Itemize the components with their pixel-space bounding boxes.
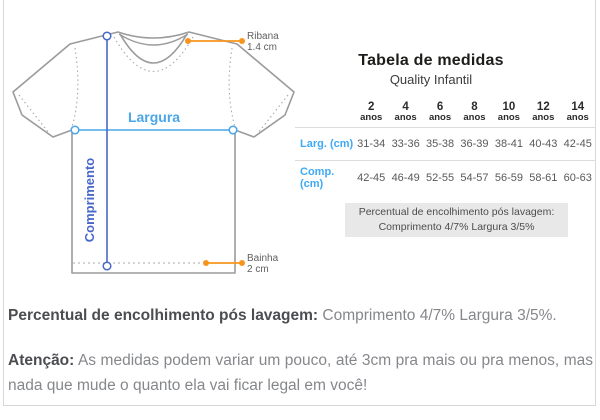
- size-number: 14: [571, 101, 585, 113]
- size-chart-subtitle: Quality Infantil: [389, 72, 473, 87]
- table-cell: 58-61: [529, 171, 558, 184]
- ribana-value: 1.4 cm: [247, 42, 277, 53]
- table-cell: 56-59: [494, 171, 523, 184]
- ribana-dot-left: [185, 38, 191, 44]
- size-unit: anos: [360, 112, 383, 124]
- size-column-header: 8 anos: [457, 101, 491, 123]
- size-column-header: 12 anos: [526, 101, 560, 123]
- size-unit: anos: [532, 112, 555, 124]
- size-number: 6: [436, 101, 444, 113]
- size-unit: anos: [428, 112, 452, 124]
- row-label: Comp. (cm): [300, 165, 335, 190]
- table-cell: 42-45: [357, 171, 386, 184]
- size-chart-title: Tabela de medidas: [358, 52, 504, 69]
- tshirt-outline: [12, 31, 295, 274]
- table-cell: 40-43: [529, 138, 558, 151]
- comprimento-label: Comprimento: [82, 158, 97, 243]
- table-cell: 54-57: [460, 171, 489, 184]
- size-number: 2: [368, 101, 375, 113]
- bainha-dot-right: [239, 260, 245, 266]
- shrinkage-note-line2: Comprimento 4/7% Largura 3/5%: [378, 221, 535, 233]
- size-number: 8: [471, 101, 478, 113]
- size-unit: anos: [394, 112, 417, 124]
- size-table-header-row: 2 anos 4 anos 6 anos 8 anos 10 anos: [295, 98, 595, 129]
- attention-paragraph: Atenção: As medidas podem variar um pouc…: [8, 348, 593, 398]
- bainha-value: 2 cm: [247, 264, 269, 275]
- comprimento-marker-bottom: [102, 261, 112, 271]
- size-column-header: 4 anos: [388, 101, 422, 123]
- shrinkage-note-line1: Percentual de encolhimento pós lavagem:: [358, 206, 555, 219]
- shrinkage-paragraph-text: Comprimento 4/7% Largura 3/5%.: [318, 307, 557, 324]
- size-column-header: 10 anos: [492, 101, 526, 123]
- size-column-header: 2 anos: [354, 101, 388, 123]
- table-cell: 36-39: [460, 138, 489, 151]
- content-border: [3, 0, 596, 406]
- size-chart-panel: Tabela de medidas Quality Infantil 2 ano…: [295, 52, 595, 194]
- armhole-seam-left: [71, 47, 79, 128]
- collar-band-line: [118, 33, 189, 46]
- size-column-header: 6 anos: [423, 101, 457, 123]
- attention-paragraph-text: As medidas podem variar um pouco, até 3c…: [8, 352, 593, 394]
- table-cell: 46-49: [391, 171, 420, 184]
- attention-paragraph-bold: Atenção:: [8, 352, 75, 369]
- table-cell: 35-38: [425, 138, 455, 151]
- size-number: 12: [536, 101, 550, 113]
- table-cell: 60-63: [563, 171, 592, 184]
- largura-label: Largura: [128, 109, 180, 125]
- tshirt-diagram: Largura Comprimento Ribana 1.4 cm Bainha…: [12, 31, 295, 275]
- ribana-label: Ribana: [247, 31, 279, 42]
- shrinkage-note-box: Percentual de encolhimento pós lavagem: …: [345, 203, 568, 237]
- ribana-dot-right: [239, 38, 245, 44]
- size-column-header: 14 anos: [561, 101, 595, 123]
- table-cell: 42-45: [563, 138, 592, 151]
- collar-seam-dotted: [113, 36, 194, 73]
- size-unit: anos: [497, 112, 520, 124]
- collar-inner-line: [119, 33, 188, 64]
- shrinkage-paragraph-bold: Percentual de encolhimento pós lavagem:: [8, 307, 319, 324]
- size-number: 10: [502, 101, 516, 113]
- largura-marker-left: [70, 125, 80, 135]
- table-row-largura: Larg. (cm) 31-34 33-36 35-38 36-39 38-41…: [295, 128, 595, 162]
- size-number: 4: [402, 101, 409, 113]
- table-cell: 31-34: [357, 138, 386, 151]
- bainha-label: Bainha: [247, 253, 279, 264]
- size-table: 2 anos 4 anos 6 anos 8 anos 10 anos: [295, 98, 595, 194]
- row-label: Larg. (cm): [300, 138, 354, 151]
- size-unit: anos: [463, 112, 486, 124]
- armhole-seam-right: [228, 47, 236, 128]
- largura-marker-right: [228, 125, 238, 135]
- table-cell: 33-36: [391, 138, 420, 151]
- table-cell: 52-55: [425, 171, 455, 184]
- shrinkage-paragraph: Percentual de encolhimento pós lavagem: …: [8, 307, 594, 325]
- table-row-comprimento: Comp. (cm) 42-45 46-49 52-55 54-57 56-59…: [295, 161, 595, 194]
- comprimento-marker-top: [102, 31, 112, 41]
- table-cell: 38-41: [494, 138, 523, 151]
- size-unit: anos: [566, 112, 589, 124]
- bainha-dot-left: [203, 260, 209, 266]
